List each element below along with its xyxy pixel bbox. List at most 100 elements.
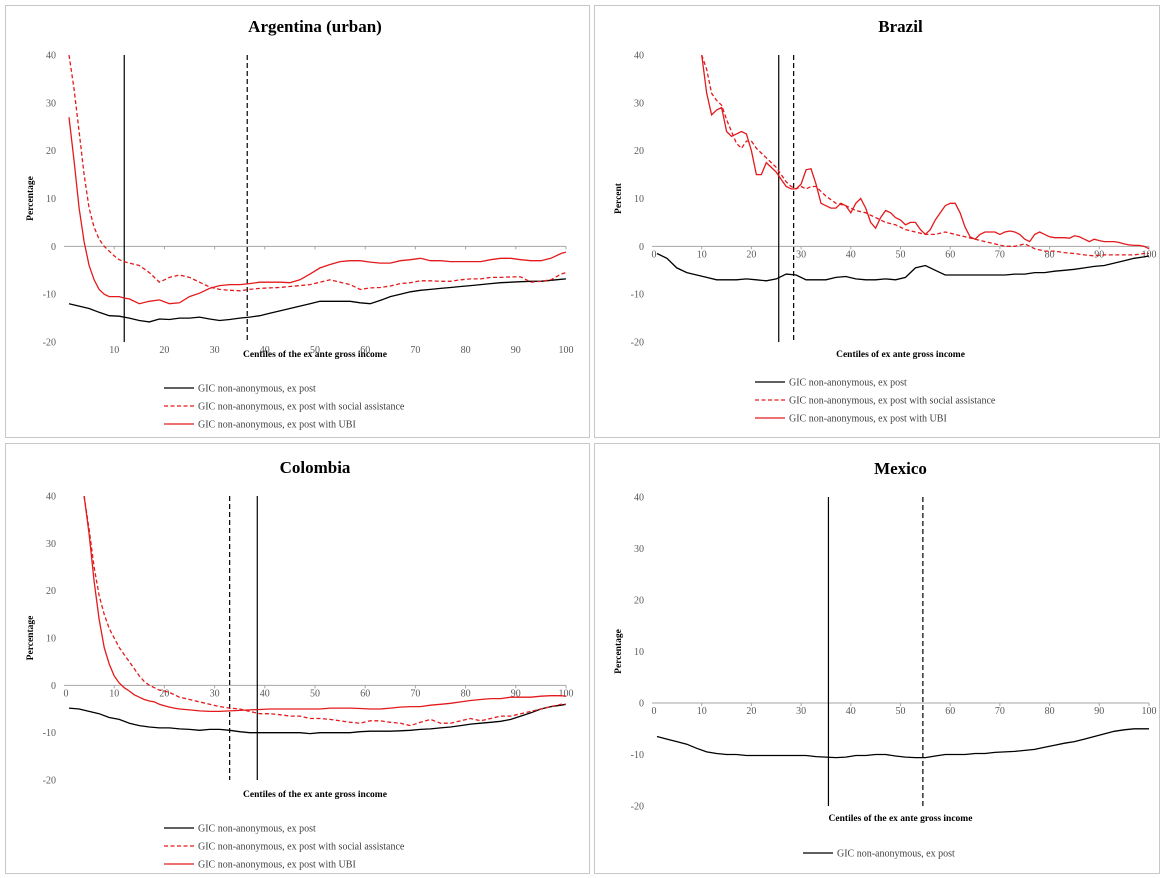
y-tick-label: -10 xyxy=(631,290,644,301)
chart-panel-brazil: Brazil 40 30 20 10 0 -10 -20 10 20 30 40 50 60 70 80 90 1… xyxy=(594,5,1160,438)
y-tick-label: 0 xyxy=(639,699,644,710)
y-tick-label: 30 xyxy=(46,539,56,550)
x-tick-label: 40 xyxy=(260,345,270,356)
y-tick-label: 10 xyxy=(634,647,644,658)
chart-title: Colombia xyxy=(280,458,351,477)
y-tick-label: 10 xyxy=(46,194,56,205)
y-tick-label: 20 xyxy=(634,146,644,157)
x-tick-label: 70 xyxy=(410,345,420,356)
series-line xyxy=(701,55,1149,250)
x-tick-label: 40 xyxy=(260,688,270,699)
x-tick-label: 10 xyxy=(109,345,119,356)
y-axis-label: Percentage xyxy=(614,629,624,674)
series-line xyxy=(656,728,1149,759)
x-tick-label: 80 xyxy=(1045,249,1055,260)
legend-label: GIC non-anonymous, ex post xyxy=(837,849,955,860)
chart-title: Mexico xyxy=(874,459,927,478)
y-tick-label: -20 xyxy=(43,338,56,349)
x-axis-label: Centiles of the ex ante gross income xyxy=(243,350,387,360)
y-tick-label: 10 xyxy=(46,634,56,645)
legend-label: GIC non-anonymous, ex post xyxy=(198,824,316,835)
x-axis-label: Centiles of the ex ante gross income xyxy=(829,814,973,824)
legend-label: GIC non-anonymous, ex post xyxy=(789,378,907,389)
y-axis-label: Percent xyxy=(614,182,624,214)
x-tick-label: 20 xyxy=(746,706,756,717)
x-tick-label: 70 xyxy=(995,706,1005,717)
x-tick-label: 0 xyxy=(652,706,657,717)
x-tick-label: 40 xyxy=(846,706,856,717)
x-tick-label: 0 xyxy=(652,249,657,260)
x-tick-label: 30 xyxy=(210,688,220,699)
legend-label: GIC non-anonymous, ex post xyxy=(198,384,316,395)
x-tick-label: 10 xyxy=(109,688,119,699)
y-tick-label: 0 xyxy=(639,242,644,253)
series-line xyxy=(656,252,1149,282)
chart-panel-colombia: Colombia 40 30 20 10 0 -10 -20 10 20 30 40 50 60 70 80 9… xyxy=(5,443,590,874)
x-tick-label: 60 xyxy=(360,345,370,356)
series-line xyxy=(83,496,566,713)
x-tick-label: 50 xyxy=(896,249,906,260)
legend-label: GIC non-anonymous, ex post with social a… xyxy=(789,396,996,407)
x-tick-label: 90 xyxy=(511,688,521,699)
x-tick-label: 60 xyxy=(945,249,955,260)
x-tick-label: 30 xyxy=(796,249,806,260)
series-line xyxy=(83,496,566,727)
y-tick-label: -20 xyxy=(43,776,56,787)
y-tick-label: -10 xyxy=(43,728,56,739)
x-tick-label: 40 xyxy=(846,249,856,260)
x-tick-label: 100 xyxy=(559,345,574,356)
chart-panel-argentina: Argentina (urban) 40 30 20 10 0 -10 -20 10 20 30 40… xyxy=(5,5,590,438)
y-tick-label: 0 xyxy=(51,681,56,692)
x-axis-label: Centiles of the ex ante gross income xyxy=(243,790,387,800)
y-axis-label: Percentage xyxy=(26,616,36,661)
y-tick-label: -10 xyxy=(43,290,56,301)
y-axis-label: Percentage xyxy=(26,176,36,221)
x-tick-label: 60 xyxy=(360,688,370,699)
x-tick-label: 30 xyxy=(796,706,806,717)
y-tick-label: -10 xyxy=(631,750,644,761)
y-tick-label: 40 xyxy=(634,493,644,504)
series-line xyxy=(701,55,1149,257)
series-line xyxy=(68,55,566,292)
x-tick-label: 20 xyxy=(159,345,169,356)
legend-label: GIC non-anonymous, ex post with UBI xyxy=(198,860,356,871)
series-line xyxy=(68,278,566,323)
chart-panel-mexico: Mexico 40 30 20 10 0 -10 -20 10 20 30 40 50 60 70 80 90 1… xyxy=(594,443,1160,874)
legend-label: GIC non-anonymous, ex post with UBI xyxy=(789,414,947,425)
x-tick-label: 100 xyxy=(1142,706,1157,717)
y-tick-label: 30 xyxy=(46,98,56,109)
x-tick-label: 50 xyxy=(310,688,320,699)
series-line xyxy=(68,703,566,735)
x-tick-label: 100 xyxy=(559,688,574,699)
x-tick-label: 70 xyxy=(995,249,1005,260)
x-tick-label: 30 xyxy=(210,345,220,356)
y-tick-label: 0 xyxy=(51,242,56,253)
y-tick-label: 40 xyxy=(46,492,56,503)
legend-label: GIC non-anonymous, ex post with social a… xyxy=(198,402,405,413)
x-tick-label: 80 xyxy=(461,345,471,356)
y-tick-label: -20 xyxy=(631,338,644,349)
legend-label: GIC non-anonymous, ex post with social a… xyxy=(198,842,405,853)
y-tick-label: 40 xyxy=(634,51,644,62)
y-tick-label: 40 xyxy=(46,51,56,62)
y-tick-label: 20 xyxy=(46,586,56,597)
x-tick-label: 90 xyxy=(511,345,521,356)
y-tick-label: 20 xyxy=(46,146,56,157)
chart-title: Argentina (urban) xyxy=(248,17,382,36)
x-tick-label: 90 xyxy=(1094,706,1104,717)
y-tick-label: 30 xyxy=(634,98,644,109)
x-tick-label: 20 xyxy=(746,249,756,260)
x-tick-label: 10 xyxy=(697,706,707,717)
x-tick-label: 80 xyxy=(1045,706,1055,717)
x-tick-label: 10 xyxy=(697,249,707,260)
y-tick-label: 20 xyxy=(634,596,644,607)
chart-title: Brazil xyxy=(878,17,923,36)
x-tick-label: 0 xyxy=(64,688,69,699)
x-tick-label: 60 xyxy=(945,706,955,717)
x-tick-label: 20 xyxy=(159,688,169,699)
y-tick-label: 10 xyxy=(634,194,644,205)
